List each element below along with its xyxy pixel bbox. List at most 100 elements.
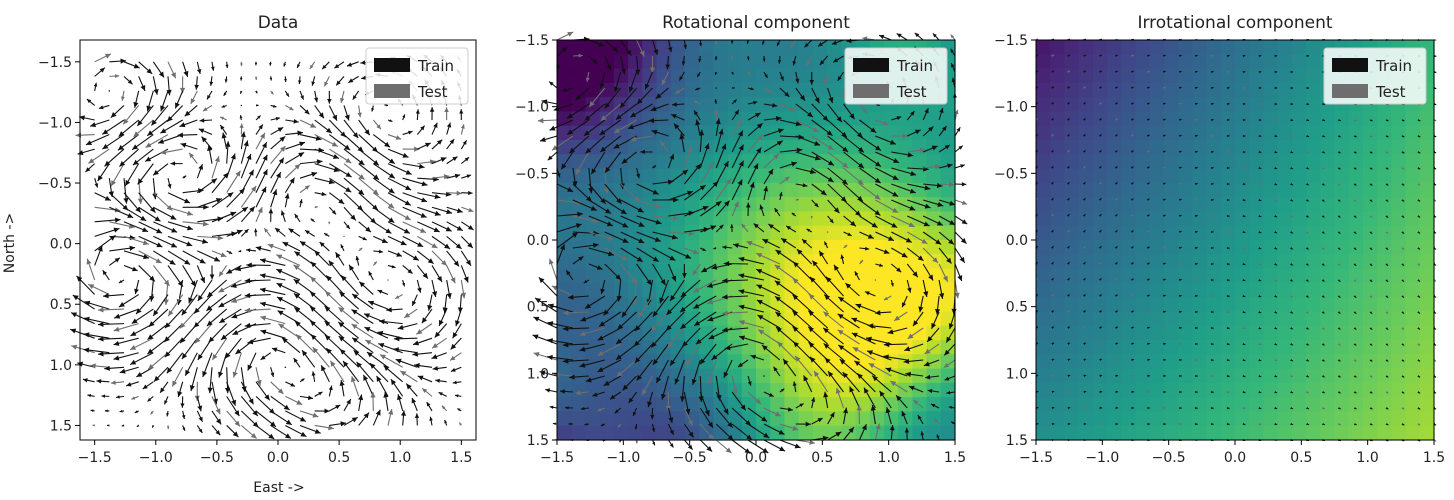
vector-arrow-head [892,191,899,197]
vector-arrow-head [1083,86,1086,89]
heatmap-cell [812,282,828,298]
vector-arrow-head [871,222,878,228]
heatmap-cell [855,411,871,427]
heatmap-cell [940,411,956,427]
vector-arrow-head [950,34,955,39]
vector-arrow-head [331,141,338,147]
quiver-arrows [70,53,474,440]
heatmap-cell [898,397,913,413]
vector-arrow-head [456,208,463,214]
vector-arrow-head [824,357,831,364]
heatmap-cell [855,254,871,270]
heatmap-cell [1178,368,1193,384]
vector-arrow-head [1083,278,1086,281]
vector-arrow-head [913,399,919,405]
vector-arrow-head [1115,342,1118,346]
vector-arrow-head [562,47,568,53]
vector-arrow-head [209,274,215,280]
heatmap-cell [798,225,814,241]
heatmap-cell [798,411,814,427]
vector-arrow-head [181,353,188,360]
heatmap-cell [1178,168,1193,184]
heatmap-cell [1306,311,1321,327]
vector-arrow-head [310,122,317,128]
heatmap-cell [1192,297,1208,313]
heatmap-cell [1320,225,1336,241]
heatmap-cell [1050,182,1066,198]
vector-arrow-head [388,409,394,415]
heatmap-cell [784,40,800,55]
heatmap-cell [1405,311,1421,327]
heatmap-cell [1306,325,1321,341]
vector-arrow-head [854,360,861,367]
heatmap-cell [1064,297,1080,313]
vector-arrow-head [917,415,922,420]
vector-arrow-head [1163,358,1166,362]
vector-arrow-head [568,422,572,426]
vector-arrow-head [196,68,202,74]
heatmap-cell [727,240,743,255]
vector-arrow-head [220,124,225,130]
vector-arrow-head [298,152,305,158]
vector-arrow-head [917,255,924,261]
heatmap-cell [699,82,714,98]
vector-arrow-head [736,119,742,126]
heatmap-cell [1306,354,1321,370]
heatmap-cell [1206,254,1222,270]
vector-arrow-head [250,432,257,439]
heatmap-cell [1178,325,1193,341]
heatmap-cell [756,211,771,227]
heatmap-cell [699,111,714,127]
heatmap-cell [1036,140,1051,155]
vector-arrow-head [336,80,341,86]
heatmap-cell [1206,82,1222,98]
vector-arrow-head [824,241,828,246]
vector-arrow-head [814,97,820,104]
heatmap-cell [1050,154,1066,170]
vector-arrow-head [297,130,303,136]
vector-arrow-head [738,289,745,295]
vector-arrow-head [807,111,813,118]
heatmap-cell [1064,340,1080,355]
vector-arrow-head [659,297,665,304]
heatmap-cell [1036,368,1051,384]
heatmap-cell [613,282,629,298]
heatmap-cell [1149,240,1165,255]
heatmap-cell [1178,211,1193,227]
heatmap-cell [1135,168,1151,184]
heatmap-cell [1121,325,1137,341]
heatmap-cell [1362,425,1378,441]
vector-arrow-head [776,140,783,146]
heatmap-cell [741,140,757,155]
vector-arrow-head [218,302,225,308]
heatmap-cell [1235,168,1250,184]
vector-arrow-head [1162,198,1166,201]
vector-arrow-head [620,68,626,75]
vector-arrow-head [457,307,464,313]
vector-arrow-head [856,405,862,411]
heatmap-cell [599,425,615,441]
vector-arrow-head [85,167,91,172]
heatmap-cell [642,297,658,313]
vector-arrow-head [538,277,545,284]
vector-arrow-head [961,182,967,187]
vector-arrow-head [352,337,359,343]
heatmap-cell [741,225,757,241]
vector-arrow-head [1179,246,1182,250]
heatmap-cell [1419,268,1435,284]
vector-arrow-head [244,322,251,329]
vector-arrow-head [102,143,109,150]
heatmap-cell [770,68,786,84]
vector-arrow-head [94,183,99,188]
heatmap-cell [1149,125,1165,141]
heatmap-cell [1249,368,1265,384]
heatmap-cell [1121,197,1137,213]
vector-arrow-head [324,81,329,87]
heatmap-cell [1405,182,1421,198]
heatmap-cell [1419,368,1435,384]
heatmap-cell [656,154,672,170]
vector-arrow-head [194,395,200,402]
vector-arrow-head [867,323,874,329]
vector-arrow-head [723,371,729,378]
vector-arrow-head [682,273,687,279]
